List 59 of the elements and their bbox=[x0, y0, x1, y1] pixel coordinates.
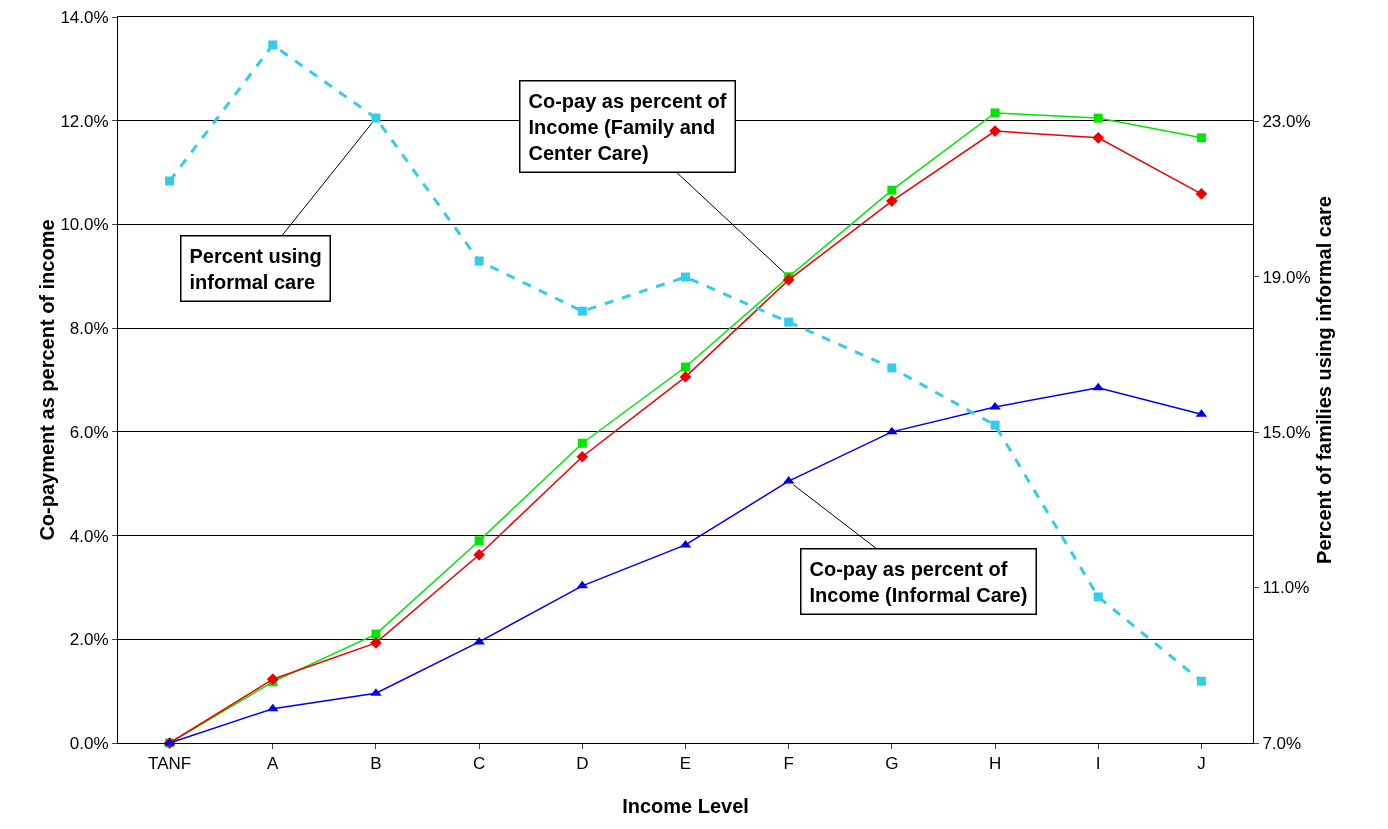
x-tick-label: C bbox=[473, 754, 486, 774]
y-tick-label: 12.0% bbox=[60, 111, 109, 131]
x-tick-label: B bbox=[370, 754, 382, 774]
x-tick-label: E bbox=[679, 754, 692, 774]
point bbox=[474, 256, 484, 266]
point bbox=[990, 108, 1000, 118]
y2-axis-title: Percent of families using informal care bbox=[1312, 196, 1335, 564]
point bbox=[679, 371, 692, 383]
point bbox=[1196, 133, 1206, 143]
annotation: Co-pay as percent of Income (Informal Care) bbox=[809, 557, 1028, 606]
x-axis-title: Income Level bbox=[622, 795, 749, 817]
point bbox=[1196, 676, 1206, 686]
y2-tick-label: 15.0% bbox=[1262, 423, 1311, 443]
point bbox=[681, 272, 690, 282]
y-tick-label: 6.0% bbox=[69, 422, 109, 442]
y-axis-title: Co-payment as percent of income bbox=[36, 219, 59, 541]
point bbox=[268, 40, 278, 50]
point bbox=[1092, 131, 1105, 144]
y2-tick-label: 23.0% bbox=[1262, 112, 1311, 132]
point bbox=[887, 185, 897, 195]
x-tick-label: TANF bbox=[148, 754, 192, 774]
point bbox=[990, 420, 1000, 430]
point bbox=[266, 673, 279, 686]
point bbox=[371, 113, 381, 123]
point bbox=[1092, 382, 1104, 391]
annotation: Co-pay as percent of Income (Family and Center Care) bbox=[528, 89, 727, 164]
point bbox=[1093, 113, 1103, 123]
y-tick-label: 4.0% bbox=[69, 526, 109, 546]
y2-tick-label: 19.0% bbox=[1262, 267, 1311, 287]
y-tick-label: 2.0% bbox=[69, 630, 109, 650]
point bbox=[1195, 187, 1208, 200]
point bbox=[681, 362, 690, 372]
y-tick-label: 8.0% bbox=[69, 319, 109, 339]
x-tick-label: H bbox=[988, 754, 1002, 774]
x-tick-label: A bbox=[267, 754, 280, 774]
point bbox=[782, 274, 795, 286]
y2-tick-label: 7.0% bbox=[1262, 733, 1302, 753]
point bbox=[576, 450, 589, 463]
point bbox=[165, 176, 175, 186]
x-tick-label: D bbox=[576, 754, 589, 774]
y2-tick-label: 11.0% bbox=[1262, 578, 1310, 598]
point bbox=[886, 195, 898, 207]
point bbox=[473, 548, 485, 561]
point bbox=[577, 306, 587, 316]
x-tick-label: J bbox=[1197, 754, 1206, 774]
point bbox=[784, 317, 794, 327]
x-tick-label: G bbox=[885, 754, 899, 774]
x-tick-label: I bbox=[1095, 754, 1101, 774]
y-tick-label: 14.0% bbox=[60, 7, 109, 27]
point bbox=[474, 536, 484, 546]
annotation: Percent using informal care bbox=[189, 244, 322, 293]
point bbox=[887, 363, 897, 373]
point bbox=[1093, 592, 1103, 602]
point bbox=[371, 629, 381, 639]
point bbox=[577, 438, 587, 448]
x-tick-label: F bbox=[783, 754, 794, 774]
point bbox=[267, 703, 279, 712]
y-tick-label: 0.0% bbox=[69, 733, 109, 753]
y-tick-label: 10.0% bbox=[60, 215, 109, 235]
